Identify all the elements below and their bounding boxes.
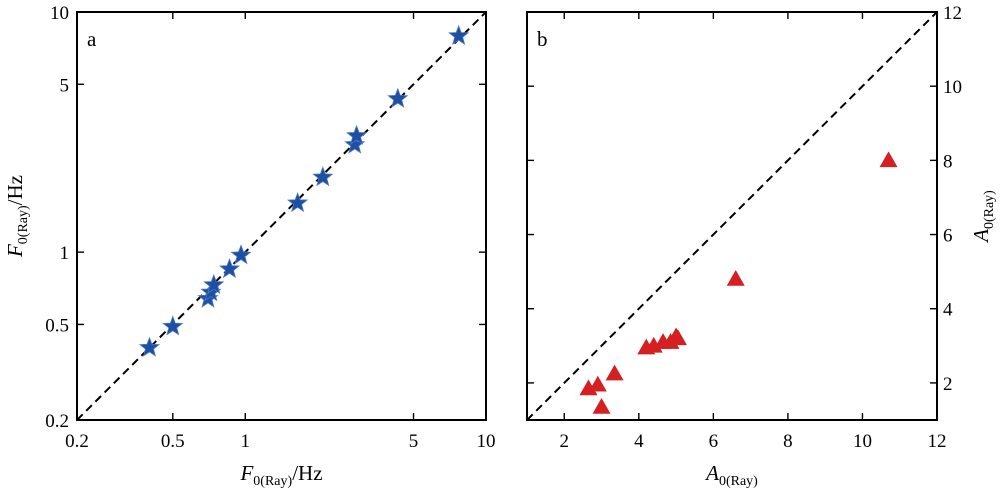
- y-tick-label: 5: [60, 75, 70, 96]
- axis-label-unit: /Hz: [3, 175, 27, 205]
- plot-frame: [76, 11, 487, 421]
- star-marker: [203, 273, 225, 294]
- x-tick-label: 0.2: [65, 431, 89, 452]
- markers: [579, 151, 898, 414]
- y-tick-label: 4: [943, 300, 953, 321]
- y-tick-label: 10: [943, 77, 962, 98]
- axis-label-subscript: 0(Ray): [719, 474, 758, 489]
- star-marker: [230, 244, 252, 265]
- star-marker: [287, 191, 309, 213]
- panel-label: a: [87, 27, 97, 51]
- y-tick-label: 6: [943, 226, 953, 247]
- x-axis-label: A0(Ray): [704, 461, 758, 489]
- triangle-marker: [879, 151, 898, 168]
- markers: [138, 24, 470, 357]
- x-tick-label: 5: [409, 431, 419, 452]
- y-tick-label: 12: [943, 3, 962, 24]
- star-marker: [138, 336, 161, 357]
- triangle-marker: [588, 375, 607, 392]
- triangle-marker: [668, 329, 687, 346]
- y-tick-label: 0.2: [45, 411, 69, 432]
- star-marker: [312, 166, 334, 187]
- x-tick-label: 10: [477, 431, 496, 452]
- star-marker: [345, 124, 368, 145]
- star-marker: [387, 87, 409, 108]
- y-tick-label: 1: [60, 243, 70, 264]
- axis-label-variable: F: [239, 461, 253, 485]
- x-tick-label: 2: [560, 431, 570, 452]
- reference-line: [527, 12, 937, 420]
- x-tick-label: 0.5: [161, 431, 185, 452]
- x-axis-label: F0(Ray)/Hz: [239, 461, 322, 489]
- reference-line: [77, 12, 486, 420]
- panel-a: 0.2 0.5 1 5 100.20.51510aF0(Ray)/HzF0(Ray)/H…: [3, 3, 496, 489]
- axis-label-variable: A: [969, 229, 993, 244]
- triangle-marker: [592, 398, 611, 414]
- x-tick-label: 8: [783, 431, 793, 452]
- y-tick-label: 0.5: [45, 315, 69, 336]
- triangle-marker: [726, 270, 745, 286]
- plot-frame: [526, 11, 938, 421]
- star-marker: [448, 24, 470, 45]
- triangle-marker: [605, 364, 624, 381]
- axis-label-unit: /Hz: [292, 461, 322, 485]
- axis-label-variable: A: [704, 461, 719, 485]
- star-marker: [162, 315, 184, 336]
- axis-label-subscript: 0(Ray): [16, 205, 31, 244]
- x-tick-label: 1: [241, 431, 251, 452]
- y-tick-label: 8: [943, 151, 953, 172]
- y-axis-label: A0(Ray): [969, 190, 997, 244]
- x-tick-label: 10: [853, 431, 872, 452]
- x-tick-label: 12: [928, 431, 947, 452]
- star-marker: [218, 257, 241, 279]
- y-tick-label: 10: [50, 3, 69, 24]
- x-tick-label: 6: [709, 431, 719, 452]
- axis-label-subscript: 0(Ray): [982, 190, 997, 229]
- axis-label-variable: F: [3, 244, 27, 258]
- axis-label-subscript: 0(Ray): [253, 474, 292, 489]
- y-axis-label: F0(Ray)/Hz: [3, 175, 31, 258]
- y-tick-label: 2: [943, 374, 953, 395]
- panel-label: b: [537, 27, 548, 51]
- x-tick-label: 4: [634, 431, 644, 452]
